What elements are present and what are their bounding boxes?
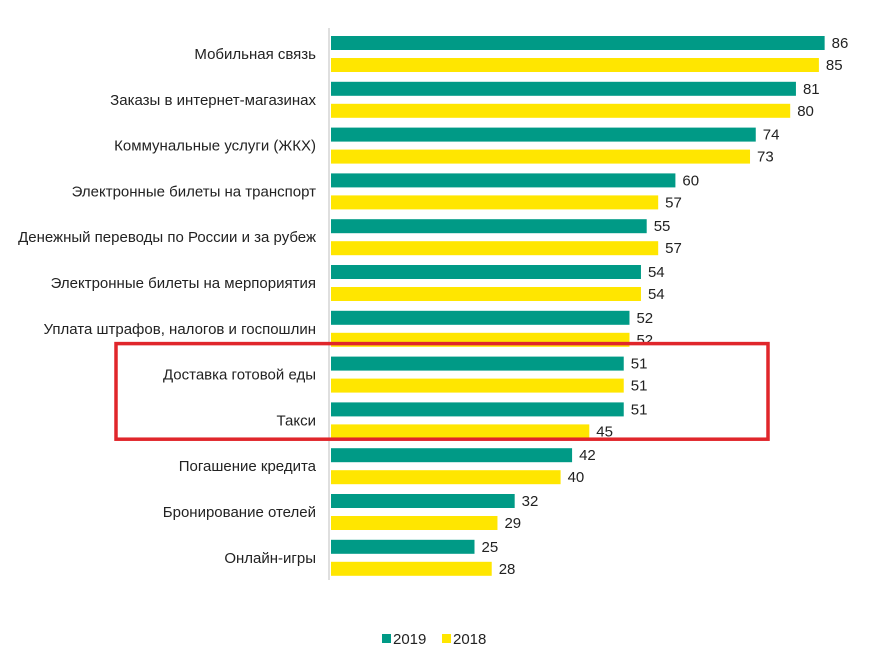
bar-2019 [331,356,624,371]
bar-2018 [331,516,498,530]
bar-2018 [331,241,659,256]
bar-2018 [331,470,561,485]
bar-2018 [331,58,819,72]
data-label: 51 [631,401,648,418]
data-label: 52 [636,332,653,349]
bar-2019 [331,448,573,463]
legend-swatch-2018 [442,634,451,643]
bar-2018 [331,287,641,301]
data-label: 80 [797,103,814,120]
data-label: 32 [522,493,539,510]
data-label: 25 [482,539,499,556]
data-label: 45 [596,423,613,440]
data-label: 81 [803,81,820,98]
data-label: 60 [682,172,699,189]
data-label: 57 [665,240,682,257]
bar-2018 [331,195,659,210]
category-label: Бронирование отелей [163,504,316,521]
category-label: Коммунальные услуги (ЖКХ) [114,138,316,155]
data-label: 52 [636,310,653,327]
category-labels: Мобильная связь Заказы в интернет-магазин… [18,46,317,567]
data-label: 28 [499,561,516,578]
legend-label: 2019 [393,631,426,648]
bar-2018 [331,378,624,393]
data-label: 51 [631,356,648,373]
bar-2019 [331,81,796,96]
category-label: Доставка готовой еды [163,367,316,384]
data-labels: 8685818074736057555754545252515151454240… [482,35,849,578]
data-label: 51 [631,378,648,395]
bar-2019 [331,494,515,508]
bar-2019 [331,173,676,188]
data-label: 55 [654,218,671,235]
legend-swatch-2019 [382,634,391,643]
data-label: 42 [579,447,596,464]
highlight-box [114,341,770,441]
data-label: 57 [665,194,682,211]
category-label: Заказы в интернет-магазинах [110,92,316,109]
bars [331,36,825,576]
category-label: Онлайн-игры [224,550,316,567]
category-label: Погашение кредита [179,458,317,475]
category-label: Денежный переводы по России и за рубеж [18,229,316,246]
bar-2018 [331,561,492,576]
data-label: 29 [504,515,521,532]
category-label: Такси [277,412,316,429]
data-label: 74 [763,127,780,144]
category-label: Мобильная связь [194,46,316,63]
bar-2019 [331,36,825,50]
data-label: 86 [832,35,849,52]
bar-2019 [331,402,624,417]
bar-2018 [331,424,590,439]
category-label: Электронные билеты на транспорт [72,183,317,200]
bar-2019 [331,265,641,279]
bar-2018 [331,103,791,118]
bar-2019 [331,539,475,554]
category-label: Электронные билеты на мерпориятия [51,275,316,292]
bar-2019 [331,310,630,325]
bar-2019 [331,127,756,142]
data-label: 54 [648,264,665,281]
bar-2019 [331,219,647,234]
bar-2018 [331,149,751,164]
legend-label: 2018 [453,631,486,648]
category-label: Уплата штрафов, налогов и госпошлин [44,321,316,338]
data-label: 73 [757,149,774,166]
data-label: 40 [568,469,585,486]
data-label: 54 [648,286,665,303]
data-label: 85 [826,57,843,74]
legend: 2019 2018 [382,631,486,648]
